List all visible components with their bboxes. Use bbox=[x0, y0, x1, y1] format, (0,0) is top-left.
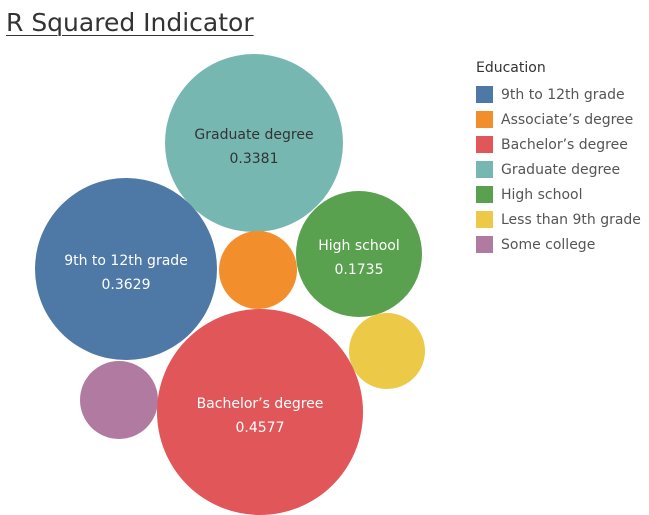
legend-entry[interactable]: Associate’s degree bbox=[476, 107, 641, 132]
bubble-category-label: High school bbox=[318, 238, 400, 254]
legend-label: High school bbox=[501, 186, 583, 203]
legend-entry[interactable]: High school bbox=[476, 182, 641, 207]
legend-swatch bbox=[476, 161, 493, 178]
bubble-chart: Graduate degree 0.3381 9th to 12th grade 0.… bbox=[35, 54, 425, 515]
bubble-circle[interactable] bbox=[35, 178, 217, 360]
legend-label: Associate’s degree bbox=[501, 111, 634, 128]
legend-swatch bbox=[476, 186, 493, 203]
bubble-circle[interactable] bbox=[80, 361, 158, 439]
legend-entry[interactable]: Some college bbox=[476, 232, 641, 257]
bubble[interactable] bbox=[219, 231, 297, 309]
legend-swatch bbox=[476, 211, 493, 228]
legend-entry[interactable]: Graduate degree bbox=[476, 157, 641, 182]
legend-entry[interactable]: Less than 9th grade bbox=[476, 207, 641, 232]
bubble-value-label: 0.3629 bbox=[102, 277, 151, 293]
bubble-circle[interactable] bbox=[296, 191, 422, 317]
bubble-value-label: 0.3381 bbox=[230, 151, 279, 167]
bubble-category-label: 9th to 12th grade bbox=[64, 253, 188, 269]
legend-entry[interactable]: 9th to 12th grade bbox=[476, 82, 641, 107]
legend-swatch bbox=[476, 136, 493, 153]
bubble[interactable]: High school 0.1735 bbox=[296, 191, 422, 317]
legend-swatch bbox=[476, 236, 493, 253]
bubble[interactable] bbox=[349, 313, 425, 389]
legend-entries: 9th to 12th grade Associate’s degree Bache… bbox=[476, 82, 641, 257]
legend-entry[interactable]: Bachelor’s degree bbox=[476, 132, 641, 157]
bubble[interactable]: Bachelor’s degree 0.4577 bbox=[157, 309, 363, 515]
legend-label: 9th to 12th grade bbox=[501, 86, 625, 103]
bubble-circle[interactable] bbox=[219, 231, 297, 309]
legend-title: Education bbox=[476, 60, 546, 76]
legend-label: Bachelor’s degree bbox=[501, 136, 628, 153]
bubble-circle[interactable] bbox=[349, 313, 425, 389]
bubble[interactable]: 9th to 12th grade 0.3629 bbox=[35, 178, 217, 360]
bubble-value-label: 0.1735 bbox=[335, 262, 384, 278]
legend-label: Some college bbox=[501, 236, 596, 253]
legend-label: Graduate degree bbox=[501, 161, 621, 178]
legend-label: Less than 9th grade bbox=[501, 211, 641, 228]
bubble-circle[interactable] bbox=[165, 54, 343, 232]
legend-swatch bbox=[476, 111, 493, 128]
bubble-value-label: 0.4577 bbox=[236, 420, 285, 436]
legend-swatch bbox=[476, 86, 493, 103]
bubble-category-label: Graduate degree bbox=[194, 127, 313, 143]
legend: Education 9th to 12th grade Associate’s d… bbox=[476, 60, 641, 257]
bubble-circle[interactable] bbox=[157, 309, 363, 515]
bubble[interactable] bbox=[80, 361, 158, 439]
bubble[interactable]: Graduate degree 0.3381 bbox=[165, 54, 343, 232]
chart-title: R Squared Indicator bbox=[6, 8, 254, 37]
bubble-category-label: Bachelor’s degree bbox=[197, 396, 324, 412]
